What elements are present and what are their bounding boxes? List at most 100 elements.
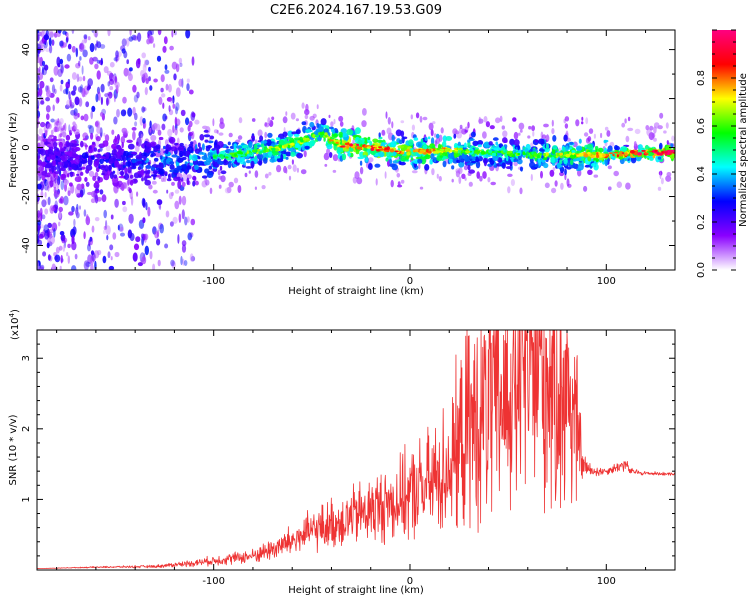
spectrogram-speckle: [583, 132, 589, 137]
spectrogram-x-tick-label: 100: [597, 276, 616, 287]
spectrogram-band-blob: [144, 179, 151, 186]
spectrogram-band-blob: [417, 158, 423, 164]
spectrogram-band-blob: [294, 137, 301, 141]
spectrogram-core-point: [480, 150, 486, 155]
spectrogram-noise-blob: [46, 242, 50, 249]
spectrogram-speckle: [621, 122, 626, 128]
spectrogram-speckle: [92, 175, 97, 181]
spectrogram-noise-blob: [37, 183, 42, 190]
spectrogram-speckle: [187, 125, 191, 132]
spectrogram-band-blob: [145, 172, 150, 179]
spectrogram-speckle: [271, 116, 275, 121]
spectrogram-band-blob: [578, 138, 582, 144]
spectrogram-noise-blob: [149, 120, 152, 129]
spectrogram-noise-blob: [190, 111, 196, 122]
spectrogram-band-blob: [58, 161, 63, 165]
spectrogram-band-blob: [429, 158, 434, 165]
spectrogram-noise-blob: [49, 255, 53, 262]
spectrogram-noise-blob: [106, 70, 112, 76]
spectrogram-noise-blob: [149, 85, 153, 91]
spectrogram-speckle: [663, 130, 667, 134]
spectrogram-noise-blob: [142, 217, 146, 224]
spectrogram-speckle: [264, 122, 270, 128]
spectrogram-noise-blob: [65, 104, 70, 110]
spectrogram-band-blob: [194, 164, 199, 170]
spectrogram-speckle: [659, 112, 664, 119]
spectrogram-band-blob: [98, 156, 106, 159]
spectrogram-noise-blob: [41, 214, 46, 220]
spectrogram-speckle: [451, 178, 454, 183]
spectrogram-speckle: [233, 177, 239, 184]
spectrogram-core-point: [248, 150, 252, 153]
spectrogram-band-blob: [131, 158, 137, 164]
spectrogram-speckle: [510, 179, 515, 186]
spectrogram-noise-blob: [56, 56, 61, 67]
spectrogram-core-point: [667, 150, 673, 152]
spectrogram-noise-blob: [104, 93, 109, 98]
spectrogram-band-blob: [63, 164, 68, 169]
spectrogram-noise-blob: [141, 256, 147, 265]
spectrogram-core-point: [506, 150, 511, 155]
spectrogram-band-blob: [471, 160, 476, 164]
spectrogram-band-blob: [168, 173, 171, 180]
spectrogram-noise-blob: [79, 205, 81, 210]
spectrogram-band-blob: [194, 148, 200, 154]
spectrogram-band-blob: [50, 154, 56, 161]
spectrogram-band-blob: [245, 159, 251, 164]
spectrogram-band-blob: [65, 134, 71, 141]
spectrogram-band-blob: [369, 140, 373, 147]
spectrogram-noise-blob: [85, 261, 91, 267]
spectrogram-band-blob: [647, 151, 655, 157]
spectrogram-band-blob: [56, 147, 59, 152]
spectrogram-band-blob: [108, 157, 114, 165]
spectrogram-band-blob: [204, 139, 209, 143]
spectrogram-speckle: [513, 131, 519, 140]
spectrogram-band-blob: [49, 134, 54, 138]
spectrogram-noise-blob: [108, 265, 115, 270]
spectrogram-band-blob: [365, 156, 369, 162]
spectrogram-band-blob: [445, 136, 453, 141]
spectrogram-speckle: [37, 134, 40, 142]
spectrogram-noise-blob: [107, 251, 111, 259]
spectrogram-noise-blob: [45, 105, 51, 113]
spectrogram-speckle: [468, 181, 473, 187]
spectrogram-band-blob: [659, 142, 663, 150]
spectrogram-band-blob: [550, 156, 556, 164]
spectrogram-band-blob: [209, 135, 215, 140]
spectrogram-band-blob: [203, 129, 209, 133]
spectrogram-core-point: [389, 148, 395, 153]
spectrogram-core-point: [559, 152, 564, 156]
spectrogram-speckle: [212, 118, 215, 127]
spectrogram-band-blob: [119, 170, 125, 176]
spectrogram-speckle: [660, 177, 664, 185]
spectrogram-speckle: [400, 179, 405, 184]
spectrogram-marks: [37, 30, 675, 270]
spectrogram-band-blob: [469, 138, 475, 142]
spectrogram-noise-blob: [44, 208, 49, 215]
spectrogram-noise-blob: [41, 60, 46, 67]
spectrogram-noise-blob: [58, 245, 63, 251]
spectrogram-band-blob: [96, 158, 100, 166]
spectrogram-band-blob: [109, 171, 114, 180]
spectrogram-speckle: [226, 186, 232, 194]
spectrogram-noise-blob: [116, 108, 120, 118]
spectrogram-core-point: [248, 152, 253, 155]
spectrogram-speckle: [583, 185, 588, 192]
spectrogram-band-blob: [127, 143, 135, 150]
spectrogram-speckle: [53, 126, 58, 133]
spectrogram-noise-blob: [190, 218, 196, 226]
spectrogram-noise-blob: [128, 213, 134, 224]
spectrogram-band-blob: [263, 157, 268, 164]
spectrogram-noise-blob: [68, 211, 74, 216]
spectrogram-band-blob: [233, 147, 237, 154]
spectrogram-noise-blob: [71, 235, 75, 245]
spectrogram-noise-blob: [49, 44, 53, 54]
spectrogram-core-point: [596, 152, 599, 156]
spectrogram-speckle: [368, 157, 374, 163]
spectrogram-x-ticks: -100 0 100: [56, 30, 647, 287]
spectrogram-core-point: [344, 142, 350, 146]
spectrogram-noise-blob: [160, 74, 165, 83]
spectrogram-noise-blob: [69, 99, 73, 107]
spectrogram-band-blob: [220, 170, 227, 175]
spectrogram-noise-blob: [60, 180, 65, 191]
